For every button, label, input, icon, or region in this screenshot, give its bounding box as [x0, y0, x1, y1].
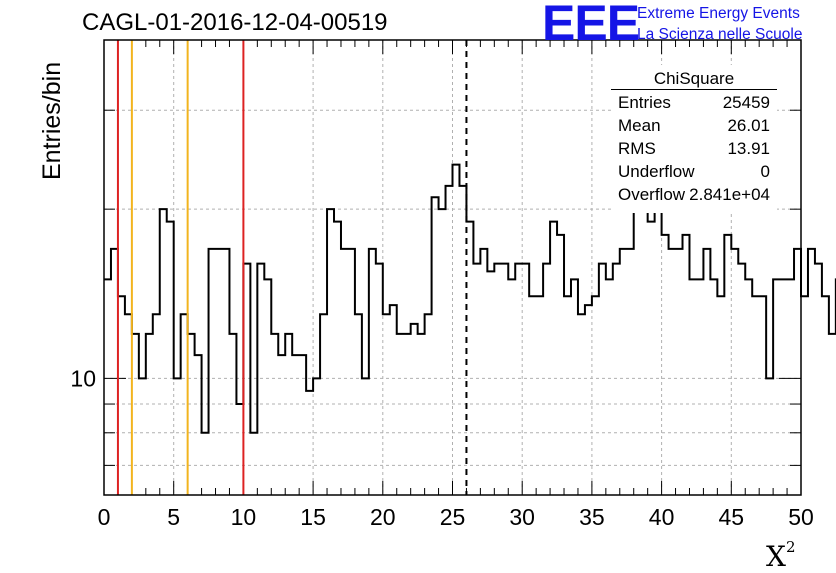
- stats-value: 0: [760, 162, 770, 181]
- stats-value: 13.91: [727, 139, 770, 158]
- stats-label: Underflow: [618, 162, 695, 181]
- x-tick-label: 10: [231, 504, 257, 530]
- tick-labels: 0 5 10 15 20 25 30 35 40 45 50 10: [70, 365, 813, 530]
- marker-lines: [116, 40, 468, 495]
- y-axis-label: Entries/bin: [38, 61, 66, 180]
- stats-label: Overflow: [618, 185, 686, 204]
- stats-box: ChiSquare Entries 25459 Mean 26.01 RMS 1…: [611, 65, 777, 213]
- stats-row-underflow: Underflow 0: [618, 162, 770, 184]
- stats-label: Mean: [618, 116, 661, 135]
- logo-line-1: Extreme Energy Events: [637, 5, 800, 22]
- stats-row-overflow: Overflow 2.841e+04: [618, 185, 770, 207]
- plot-frame: [103, 39, 802, 496]
- y-axis-label-box: Entries/bin: [8, 40, 66, 180]
- stats-label: RMS: [618, 139, 656, 158]
- grid-lines: [104, 40, 801, 495]
- stats-value: 26.01: [727, 116, 770, 135]
- x-tick-label: 30: [509, 504, 535, 530]
- x-axis-label: X2: [766, 538, 796, 573]
- stats-value: 2.841e+04: [689, 185, 770, 204]
- y-tick-label: 10: [70, 365, 96, 391]
- stats-header: ChiSquare: [653, 69, 735, 88]
- x-tick-label: 35: [579, 504, 605, 530]
- stats-header-rule: [611, 89, 777, 90]
- x-tick-label: 25: [440, 504, 466, 530]
- x-tick-label: 15: [300, 504, 326, 530]
- x-tick-label: 50: [788, 504, 814, 530]
- chart-title: CAGL-01-2016-12-04-00519: [82, 9, 388, 36]
- x-tick-label: 20: [370, 504, 396, 530]
- stats-row-entries: Entries 25459: [618, 93, 770, 115]
- logo-line-2: La Scienza nelle Scuole: [637, 26, 803, 43]
- stats-row-rms: RMS 13.91: [618, 139, 770, 161]
- x-tick-label: 5: [167, 504, 180, 530]
- eee-logo-mark: EEE: [542, 0, 640, 51]
- x-tick-label: 40: [649, 504, 675, 530]
- x-tick-label: 0: [98, 504, 111, 530]
- stats-label: Entries: [618, 93, 671, 112]
- stats-value: 25459: [722, 93, 770, 112]
- histogram-outline: [104, 163, 836, 434]
- stats-row-mean: Mean 26.01: [618, 116, 770, 138]
- x-tick-label: 45: [719, 504, 745, 530]
